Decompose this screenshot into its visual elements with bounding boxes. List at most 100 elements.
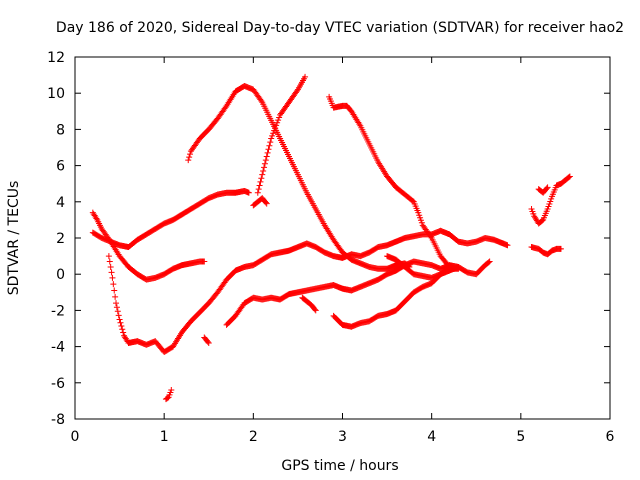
series-track-9 <box>223 258 493 328</box>
data-point <box>566 173 573 180</box>
x-tick-label: 2 <box>249 429 258 445</box>
x-tick-label: 1 <box>160 429 169 445</box>
axes <box>74 56 611 420</box>
data-point <box>113 304 120 311</box>
y-axis-label: SDTVAR / TECUs <box>6 181 22 296</box>
data-point <box>254 189 261 196</box>
data-point <box>108 269 115 276</box>
data-point <box>557 245 564 252</box>
data-point <box>111 287 118 294</box>
series-track-4 <box>162 387 175 403</box>
data-point <box>110 281 117 288</box>
data-point <box>543 185 550 192</box>
data-point <box>256 182 263 189</box>
y-tick-label: 6 <box>56 159 65 175</box>
data-point <box>260 168 267 175</box>
data-point <box>245 189 252 196</box>
series-track-6 <box>185 82 413 272</box>
data-point <box>187 151 194 158</box>
data-point <box>268 135 275 142</box>
data-point <box>201 258 208 265</box>
y-tick-label: -8 <box>51 412 65 428</box>
data-point <box>117 319 124 326</box>
plot-border <box>74 56 611 420</box>
x-tick-label: 5 <box>516 429 525 445</box>
data-point <box>120 329 127 336</box>
x-tick-label: 3 <box>338 429 347 445</box>
data-point <box>258 97 265 104</box>
data-point <box>93 215 100 222</box>
data-point <box>311 306 318 313</box>
data-point <box>266 142 273 149</box>
data-point <box>105 253 112 260</box>
data-point <box>276 114 283 121</box>
data-point <box>565 174 572 181</box>
series-track-5 <box>201 334 212 346</box>
data-point <box>261 160 268 167</box>
data-point <box>302 73 309 80</box>
y-tick-label: 2 <box>56 231 65 247</box>
data-point <box>222 104 229 111</box>
data-point <box>417 217 424 224</box>
y-tick-label: -2 <box>51 303 65 319</box>
data-point <box>293 87 300 94</box>
data-point <box>486 258 493 265</box>
series-track-10 <box>299 294 319 314</box>
data-point <box>261 164 268 171</box>
data-point <box>269 132 276 139</box>
data-point <box>415 209 422 216</box>
data-point <box>119 326 126 333</box>
data-point <box>255 186 262 193</box>
x-axis-ticks: 0 1 2 3 4 5 6 <box>71 57 615 445</box>
series-track-2 <box>89 209 208 283</box>
x-tick-label: 0 <box>71 429 80 445</box>
y-tick-label: 0 <box>56 267 65 283</box>
data-point <box>547 198 554 205</box>
data-point <box>270 130 277 137</box>
data-point <box>106 258 113 265</box>
data-points <box>89 73 573 403</box>
data-point <box>416 212 423 219</box>
data-point <box>265 146 272 153</box>
data-point <box>417 214 424 221</box>
y-tick-label: 12 <box>47 50 65 66</box>
y-tick-label: 10 <box>47 86 65 102</box>
data-point <box>259 171 266 178</box>
data-point <box>118 322 125 329</box>
series-track-14 <box>528 173 573 227</box>
data-point <box>275 117 282 124</box>
y-tick-label: -4 <box>51 340 65 356</box>
series-track-15 <box>535 184 551 196</box>
y-tick-label: 8 <box>56 122 65 138</box>
data-point <box>113 300 120 307</box>
data-point <box>272 124 279 131</box>
data-point <box>107 263 114 270</box>
data-point <box>274 119 281 126</box>
series-track-1 <box>89 187 252 251</box>
data-point <box>168 387 175 394</box>
data-point <box>312 307 319 314</box>
x-axis-label: GPS time / hours <box>281 458 398 474</box>
series-track-16 <box>528 244 564 258</box>
data-point <box>546 200 553 207</box>
data-point <box>455 263 462 270</box>
data-point <box>548 195 555 202</box>
data-point <box>106 237 113 244</box>
data-point <box>115 312 122 319</box>
series-track-13 <box>384 253 462 281</box>
data-point <box>264 149 271 156</box>
data-point <box>544 184 551 191</box>
data-point <box>112 293 119 300</box>
data-point <box>504 242 511 249</box>
data-point <box>186 154 193 161</box>
y-tick-label: -6 <box>51 376 65 392</box>
data-point <box>263 200 270 207</box>
data-point <box>116 316 123 323</box>
data-point <box>271 127 278 134</box>
data-point <box>114 308 121 315</box>
data-point <box>185 157 192 164</box>
data-point <box>205 339 212 346</box>
data-point <box>258 175 265 182</box>
data-point <box>267 139 274 146</box>
